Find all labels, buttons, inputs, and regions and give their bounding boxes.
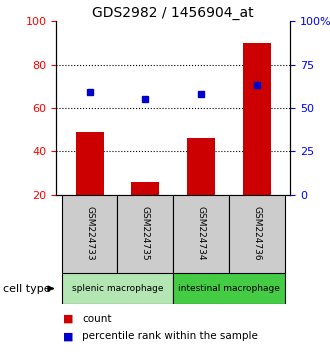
- Bar: [187, 138, 215, 195]
- Bar: [173, 195, 229, 273]
- Text: GSM224736: GSM224736: [252, 206, 261, 261]
- Bar: [62, 273, 173, 304]
- Bar: [229, 195, 285, 273]
- Bar: [117, 195, 173, 273]
- Text: ■: ■: [63, 314, 73, 324]
- Text: ■: ■: [63, 331, 73, 341]
- Bar: [131, 182, 159, 195]
- Text: percentile rank within the sample: percentile rank within the sample: [82, 331, 258, 341]
- Bar: [76, 132, 104, 195]
- Text: count: count: [82, 314, 112, 324]
- Bar: [243, 43, 271, 195]
- Text: GSM224733: GSM224733: [85, 206, 94, 261]
- Text: cell type: cell type: [3, 284, 51, 293]
- Text: GSM224735: GSM224735: [141, 206, 150, 261]
- Bar: [173, 273, 285, 304]
- Title: GDS2982 / 1456904_at: GDS2982 / 1456904_at: [92, 6, 254, 20]
- Bar: [62, 195, 117, 273]
- Text: splenic macrophage: splenic macrophage: [72, 284, 163, 293]
- Text: GSM224734: GSM224734: [197, 206, 206, 261]
- Text: intestinal macrophage: intestinal macrophage: [178, 284, 280, 293]
